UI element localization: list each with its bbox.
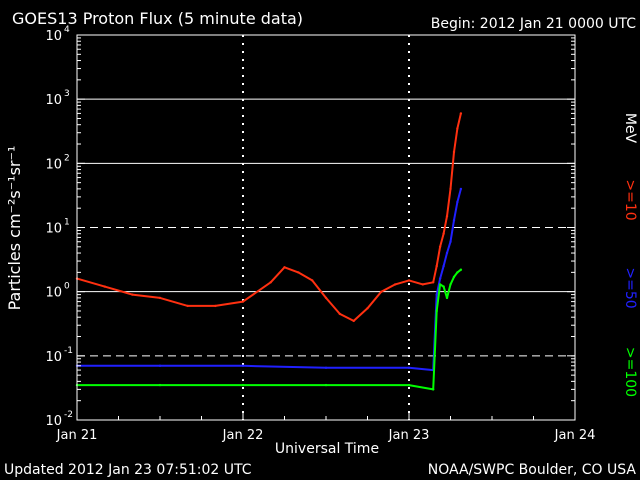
series-1-point xyxy=(380,290,383,293)
series-2-point xyxy=(435,293,438,296)
legend-entry-3: >=100 xyxy=(622,347,638,397)
series-2-point xyxy=(459,187,463,191)
x-tick-label: Jan 22 xyxy=(222,428,264,443)
series-1-point xyxy=(394,283,397,286)
series-1-point xyxy=(297,271,300,274)
series-1-point xyxy=(283,266,286,269)
series-2-point xyxy=(445,251,449,255)
series-3-point xyxy=(407,383,411,387)
series-1-point xyxy=(338,312,341,316)
y-tick-label: 10 xyxy=(45,93,62,108)
series-line-2 xyxy=(77,188,462,372)
series-1-point xyxy=(438,245,442,248)
series-1-point xyxy=(442,232,445,235)
series-3-point xyxy=(241,383,245,387)
series-1-point xyxy=(445,215,449,218)
y-tick-exponent: 4 xyxy=(64,25,70,35)
x-axis-ticks: Jan 21 Jan 22 Jan 23 Jan 24 xyxy=(56,412,596,443)
series-3-point xyxy=(435,309,438,313)
begin-time: Begin: 2012 Jan 21 0000 UTC xyxy=(431,16,636,32)
series-group xyxy=(75,112,463,391)
series-1-point xyxy=(407,279,411,282)
y-tick-exponent: 3 xyxy=(64,89,70,99)
series-2-point xyxy=(407,366,411,369)
y-axis-label: Particles cm⁻²s⁻¹sr⁻¹ xyxy=(5,146,24,311)
series-3-point xyxy=(438,283,442,286)
y-tick-label: 10 xyxy=(45,350,62,365)
grid-lines xyxy=(77,35,575,420)
y-tick-label: 10 xyxy=(45,157,62,172)
series-2-point xyxy=(449,240,452,243)
series-1-point xyxy=(186,304,189,308)
series-1-point xyxy=(452,150,456,154)
series-1-point xyxy=(241,300,245,303)
y-tick-label: 10 xyxy=(45,222,62,237)
y-tick-exponent: -1 xyxy=(64,346,73,356)
series-1-point xyxy=(352,319,355,323)
y-tick-label: 10 xyxy=(45,286,62,301)
series-1-point xyxy=(449,187,452,191)
x-tick-label: Jan 24 xyxy=(554,428,596,443)
series-3-point xyxy=(324,383,328,387)
series-1-point xyxy=(269,281,272,284)
series-1-point xyxy=(324,296,328,300)
series-3-point xyxy=(459,268,463,271)
series-3-point xyxy=(452,275,456,279)
series-2-point xyxy=(158,364,162,367)
series-3-point xyxy=(456,271,459,274)
series-1-point xyxy=(459,112,463,115)
series-1-point xyxy=(158,296,162,300)
series-1-point xyxy=(435,264,438,268)
x-tick-label: Jan 21 xyxy=(56,428,98,443)
y-tick-exponent: 0 xyxy=(64,282,70,292)
legend-entry-2: >=50 xyxy=(622,267,638,308)
series-3-point xyxy=(442,285,445,288)
source-credit: NOAA/SWPC Boulder, CO USA xyxy=(428,462,637,478)
series-2-point xyxy=(456,200,459,204)
series-3-point xyxy=(445,296,449,300)
series-1-point xyxy=(131,293,134,296)
series-1-point xyxy=(432,281,435,284)
series-line-3 xyxy=(77,268,462,391)
x-axis-label: Universal Time xyxy=(275,441,379,457)
series-1-point xyxy=(311,279,314,282)
series-1-point xyxy=(456,127,459,130)
series-2-point xyxy=(438,277,442,280)
chart-title: GOES13 Proton Flux (5 minute data) xyxy=(12,9,303,28)
y-tick-exponent: -2 xyxy=(64,410,73,420)
y-tick-exponent: 1 xyxy=(64,218,70,228)
updated-timestamp: Updated 2012 Jan 23 07:51:02 UTC xyxy=(4,462,252,478)
series-3-point xyxy=(449,283,452,286)
legend: MeV >=10 >=50 >=100 xyxy=(622,113,638,397)
series-line-1 xyxy=(76,113,462,322)
y-tick-label: 10 xyxy=(45,414,62,429)
y-tick-label: 10 xyxy=(45,29,62,44)
series-1-point xyxy=(421,283,424,286)
series-2-point xyxy=(241,364,245,367)
series-3-point xyxy=(432,388,435,391)
x-tick-label: Jan 23 xyxy=(388,428,430,443)
series-2-point xyxy=(324,366,328,369)
series-2-point xyxy=(452,219,456,222)
series-1-point xyxy=(366,307,369,310)
legend-entry-1: >=10 xyxy=(622,179,638,220)
legend-unit: MeV xyxy=(622,113,638,144)
series-2-point xyxy=(442,264,445,268)
series-1-point xyxy=(214,304,217,308)
series-1-point xyxy=(103,285,106,288)
series-3-point xyxy=(158,383,162,387)
y-tick-exponent: 2 xyxy=(64,153,70,163)
